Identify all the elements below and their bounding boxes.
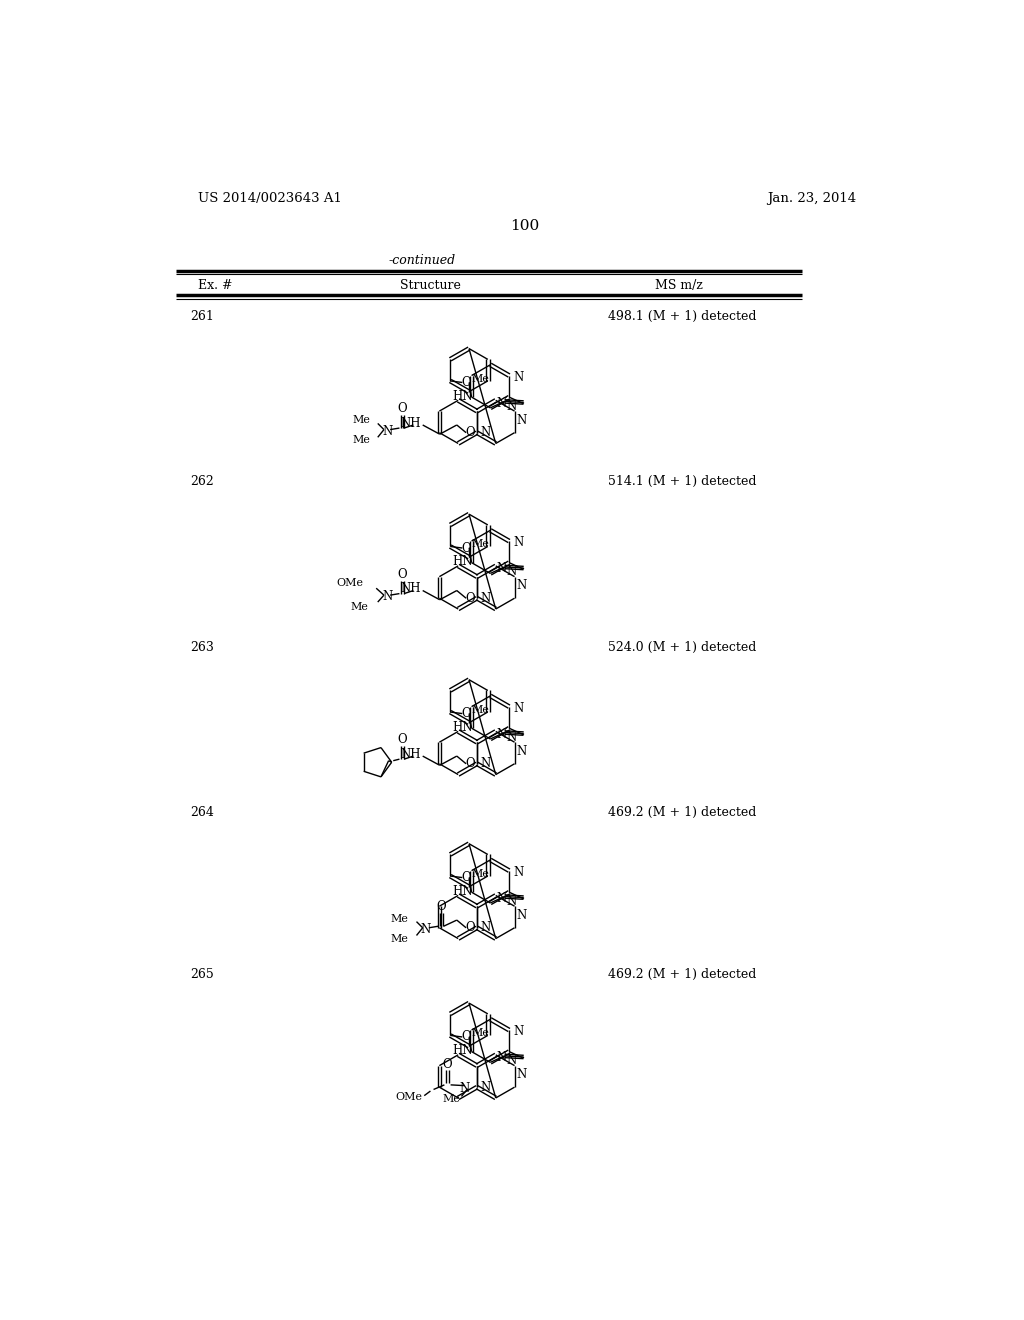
Text: N: N xyxy=(497,729,507,741)
Text: O: O xyxy=(465,426,475,440)
Text: Ex. #: Ex. # xyxy=(198,279,232,292)
Text: N: N xyxy=(516,744,526,758)
Text: NH: NH xyxy=(400,582,421,595)
Text: O: O xyxy=(465,758,475,771)
Text: 265: 265 xyxy=(190,968,214,981)
Text: Me: Me xyxy=(352,436,370,445)
Text: Structure: Structure xyxy=(399,279,461,292)
Text: N: N xyxy=(497,562,507,576)
Text: N: N xyxy=(507,895,517,908)
Text: US 2014/0023643 A1: US 2014/0023643 A1 xyxy=(198,191,342,205)
Text: 263: 263 xyxy=(190,640,214,653)
Text: N: N xyxy=(507,565,517,578)
Text: Me: Me xyxy=(442,1094,460,1105)
Text: OMe: OMe xyxy=(395,1092,423,1102)
Text: 100: 100 xyxy=(510,219,540,234)
Text: N: N xyxy=(516,908,526,921)
Text: 469.2 (M + 1) detected: 469.2 (M + 1) detected xyxy=(608,968,757,981)
Text: N: N xyxy=(480,758,490,771)
Text: Me: Me xyxy=(471,1028,489,1038)
Text: N: N xyxy=(507,1055,517,1068)
Text: Me: Me xyxy=(391,913,409,924)
Text: 524.0 (M + 1) detected: 524.0 (M + 1) detected xyxy=(608,640,757,653)
Text: O: O xyxy=(465,921,475,935)
Text: N: N xyxy=(382,425,392,438)
Text: Me: Me xyxy=(352,416,370,425)
Text: N: N xyxy=(516,413,526,426)
Text: N: N xyxy=(513,1026,523,1038)
Text: N: N xyxy=(513,702,523,714)
Text: -continued: -continued xyxy=(389,253,456,267)
Text: N: N xyxy=(480,426,490,440)
Text: O: O xyxy=(442,1057,453,1071)
Text: 261: 261 xyxy=(190,310,214,323)
Text: HN: HN xyxy=(453,389,473,403)
Text: O: O xyxy=(397,568,408,581)
Text: 469.2 (M + 1) detected: 469.2 (M + 1) detected xyxy=(608,807,757,820)
Text: N: N xyxy=(497,397,507,411)
Text: Me: Me xyxy=(471,374,489,384)
Text: NH: NH xyxy=(400,417,421,430)
Text: N: N xyxy=(513,536,523,549)
Text: N: N xyxy=(497,1052,507,1064)
Text: 264: 264 xyxy=(190,807,214,820)
Text: NH: NH xyxy=(400,748,421,762)
Text: 262: 262 xyxy=(190,475,214,488)
Text: N: N xyxy=(513,866,523,879)
Text: 514.1 (M + 1) detected: 514.1 (M + 1) detected xyxy=(608,475,757,488)
Text: OMe: OMe xyxy=(337,578,364,587)
Text: O: O xyxy=(462,1031,471,1044)
Text: HN: HN xyxy=(453,1044,473,1057)
Text: N: N xyxy=(516,579,526,593)
Text: N: N xyxy=(459,1082,469,1096)
Text: Me: Me xyxy=(471,539,489,549)
Text: O: O xyxy=(462,541,471,554)
Text: N: N xyxy=(497,892,507,906)
Text: 498.1 (M + 1) detected: 498.1 (M + 1) detected xyxy=(608,310,757,323)
Text: O: O xyxy=(436,900,446,913)
Text: N: N xyxy=(382,590,392,603)
Text: N: N xyxy=(480,921,490,935)
Text: O: O xyxy=(462,376,471,389)
Text: Me: Me xyxy=(350,602,369,612)
Text: Me: Me xyxy=(391,933,409,944)
Text: N: N xyxy=(480,1081,490,1094)
Text: HN: HN xyxy=(453,556,473,568)
Text: HN: HN xyxy=(453,884,473,898)
Text: N: N xyxy=(507,731,517,744)
Text: Me: Me xyxy=(471,705,489,714)
Text: Me: Me xyxy=(471,869,489,879)
Text: Jan. 23, 2014: Jan. 23, 2014 xyxy=(767,191,856,205)
Text: MS m/z: MS m/z xyxy=(655,279,702,292)
Text: N: N xyxy=(421,923,431,936)
Text: N: N xyxy=(507,400,517,413)
Text: O: O xyxy=(397,403,408,416)
Text: N: N xyxy=(480,591,490,605)
Text: N: N xyxy=(516,1068,526,1081)
Text: HN: HN xyxy=(453,721,473,734)
Text: O: O xyxy=(465,591,475,605)
Text: O: O xyxy=(462,871,471,884)
Text: N: N xyxy=(513,371,523,384)
Text: O: O xyxy=(397,734,408,746)
Text: O: O xyxy=(462,708,471,721)
